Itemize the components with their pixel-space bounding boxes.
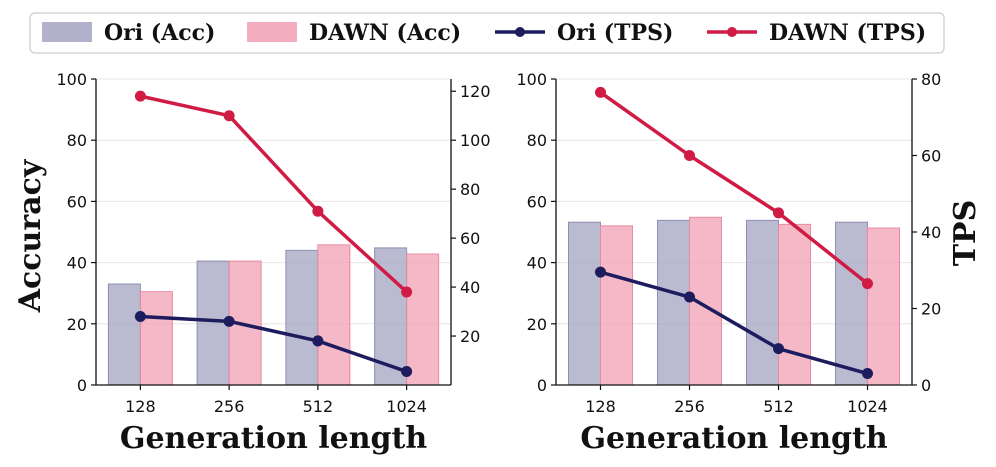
y-tick-label-right: 0 [921, 376, 931, 395]
y-tick-label-left: 40 [67, 254, 87, 273]
y-tick-label-right: 40 [460, 278, 480, 297]
y-tick-label-right: 60 [921, 147, 941, 166]
point-dawn-tps [401, 286, 413, 298]
series-line-ori-tps [600, 270, 868, 376]
y-tick-label-left: 0 [537, 376, 547, 395]
point-dawn-tps [223, 110, 235, 122]
point-dawn-tps [595, 86, 606, 98]
y-tick-label-right: 40 [921, 223, 941, 242]
bar-ori-acc [746, 219, 779, 386]
y-tick-label-right: 20 [460, 327, 480, 346]
y-tick-label-left: 80 [527, 131, 547, 150]
bar-dawn-acc [139, 291, 173, 386]
y-axis-title-left: Accuracy [13, 158, 48, 313]
point-ori-tps [223, 315, 235, 327]
bar-dawn-acc [867, 227, 900, 386]
bar-dawn-acc [406, 253, 440, 386]
legend-label-dawn-tps: DAWN (TPS) [769, 20, 926, 46]
y-tick-label-left: 60 [67, 192, 87, 211]
y-tick-label-right: 20 [921, 300, 941, 319]
y-tick-label-right: 80 [921, 70, 941, 89]
bar-ori-acc [657, 219, 690, 386]
series-line-dawn-tps [599, 90, 869, 286]
y-tick-label-right: 60 [460, 229, 480, 248]
x-tick-label: 128 [585, 397, 616, 416]
y-tick-label-left: 80 [67, 131, 87, 150]
x-tick-label: 256 [214, 397, 245, 416]
bar-ori-acc [835, 221, 868, 386]
legend-marker-ori-tps [515, 27, 525, 37]
y-tick-label-right: 120 [460, 82, 491, 101]
legend-swatch-dawn-acc [247, 22, 297, 42]
bar-ori-acc [107, 283, 141, 386]
x-tick-label: 512 [763, 397, 794, 416]
point-ori-tps [684, 291, 695, 303]
x-tick-label: 512 [303, 397, 334, 416]
point-ori-tps [134, 310, 146, 322]
y-tick-label-right: 80 [460, 180, 480, 199]
point-ori-tps [312, 335, 324, 347]
chart-left: 0 20 40 60 80 100 20 40 60 80 100 120 128 256 512 1024 G… [13, 70, 491, 456]
y-tick-label-left: 20 [67, 315, 87, 334]
x-axis-title: Generation length [120, 421, 427, 456]
x-axis-title: Generation length [580, 421, 887, 456]
y-tick-label-right: 100 [460, 131, 491, 150]
y-tick-label-left: 20 [527, 315, 547, 334]
x-tick-label: 1024 [386, 397, 427, 416]
bar-dawn-acc [600, 225, 633, 386]
x-tick-label: 128 [125, 397, 156, 416]
point-dawn-tps [862, 278, 873, 290]
point-dawn-tps [134, 90, 146, 102]
legend-label-dawn-acc: DAWN (Acc) [309, 20, 461, 46]
bar-ori-acc [285, 249, 319, 386]
y-axis-title-right: TPS [948, 200, 983, 267]
y-tick-label-left: 0 [77, 376, 87, 395]
bar-dawn-acc [778, 223, 811, 386]
series-line-dawn-tps [139, 94, 408, 294]
legend-label-ori-tps: Ori (TPS) [557, 20, 673, 46]
legend-marker-dawn-tps [727, 27, 737, 37]
y-tick-label-left: 100 [516, 70, 547, 89]
point-ori-tps [401, 366, 413, 378]
y-tick-label-left: 60 [527, 192, 547, 211]
legend-label-ori-acc: Ori (Acc) [104, 20, 215, 46]
point-ori-tps [595, 266, 606, 278]
point-ori-tps [862, 368, 873, 380]
legend-swatch-ori-acc [42, 22, 92, 42]
point-dawn-tps [684, 150, 695, 161]
bar-ori-acc [196, 260, 230, 386]
point-ori-tps [773, 343, 784, 355]
x-tick-label: 1024 [847, 397, 888, 416]
point-dawn-tps [773, 207, 784, 219]
x-tick-label: 256 [674, 397, 705, 416]
series-line-ori-tps [140, 314, 408, 374]
legend: Ori (Acc) DAWN (Acc) Ori (TPS) DAWN (TPS… [29, 12, 945, 54]
y-tick-label-left: 100 [56, 70, 87, 89]
point-dawn-tps [312, 205, 324, 217]
bar-dawn-acc [317, 244, 351, 386]
chart-right: 0 20 40 60 80 100 0 20 40 60 80 128 256 512 1024 Genera… [516, 70, 983, 456]
y-tick-label-left: 40 [527, 254, 547, 273]
bar-ori-acc [568, 221, 601, 386]
